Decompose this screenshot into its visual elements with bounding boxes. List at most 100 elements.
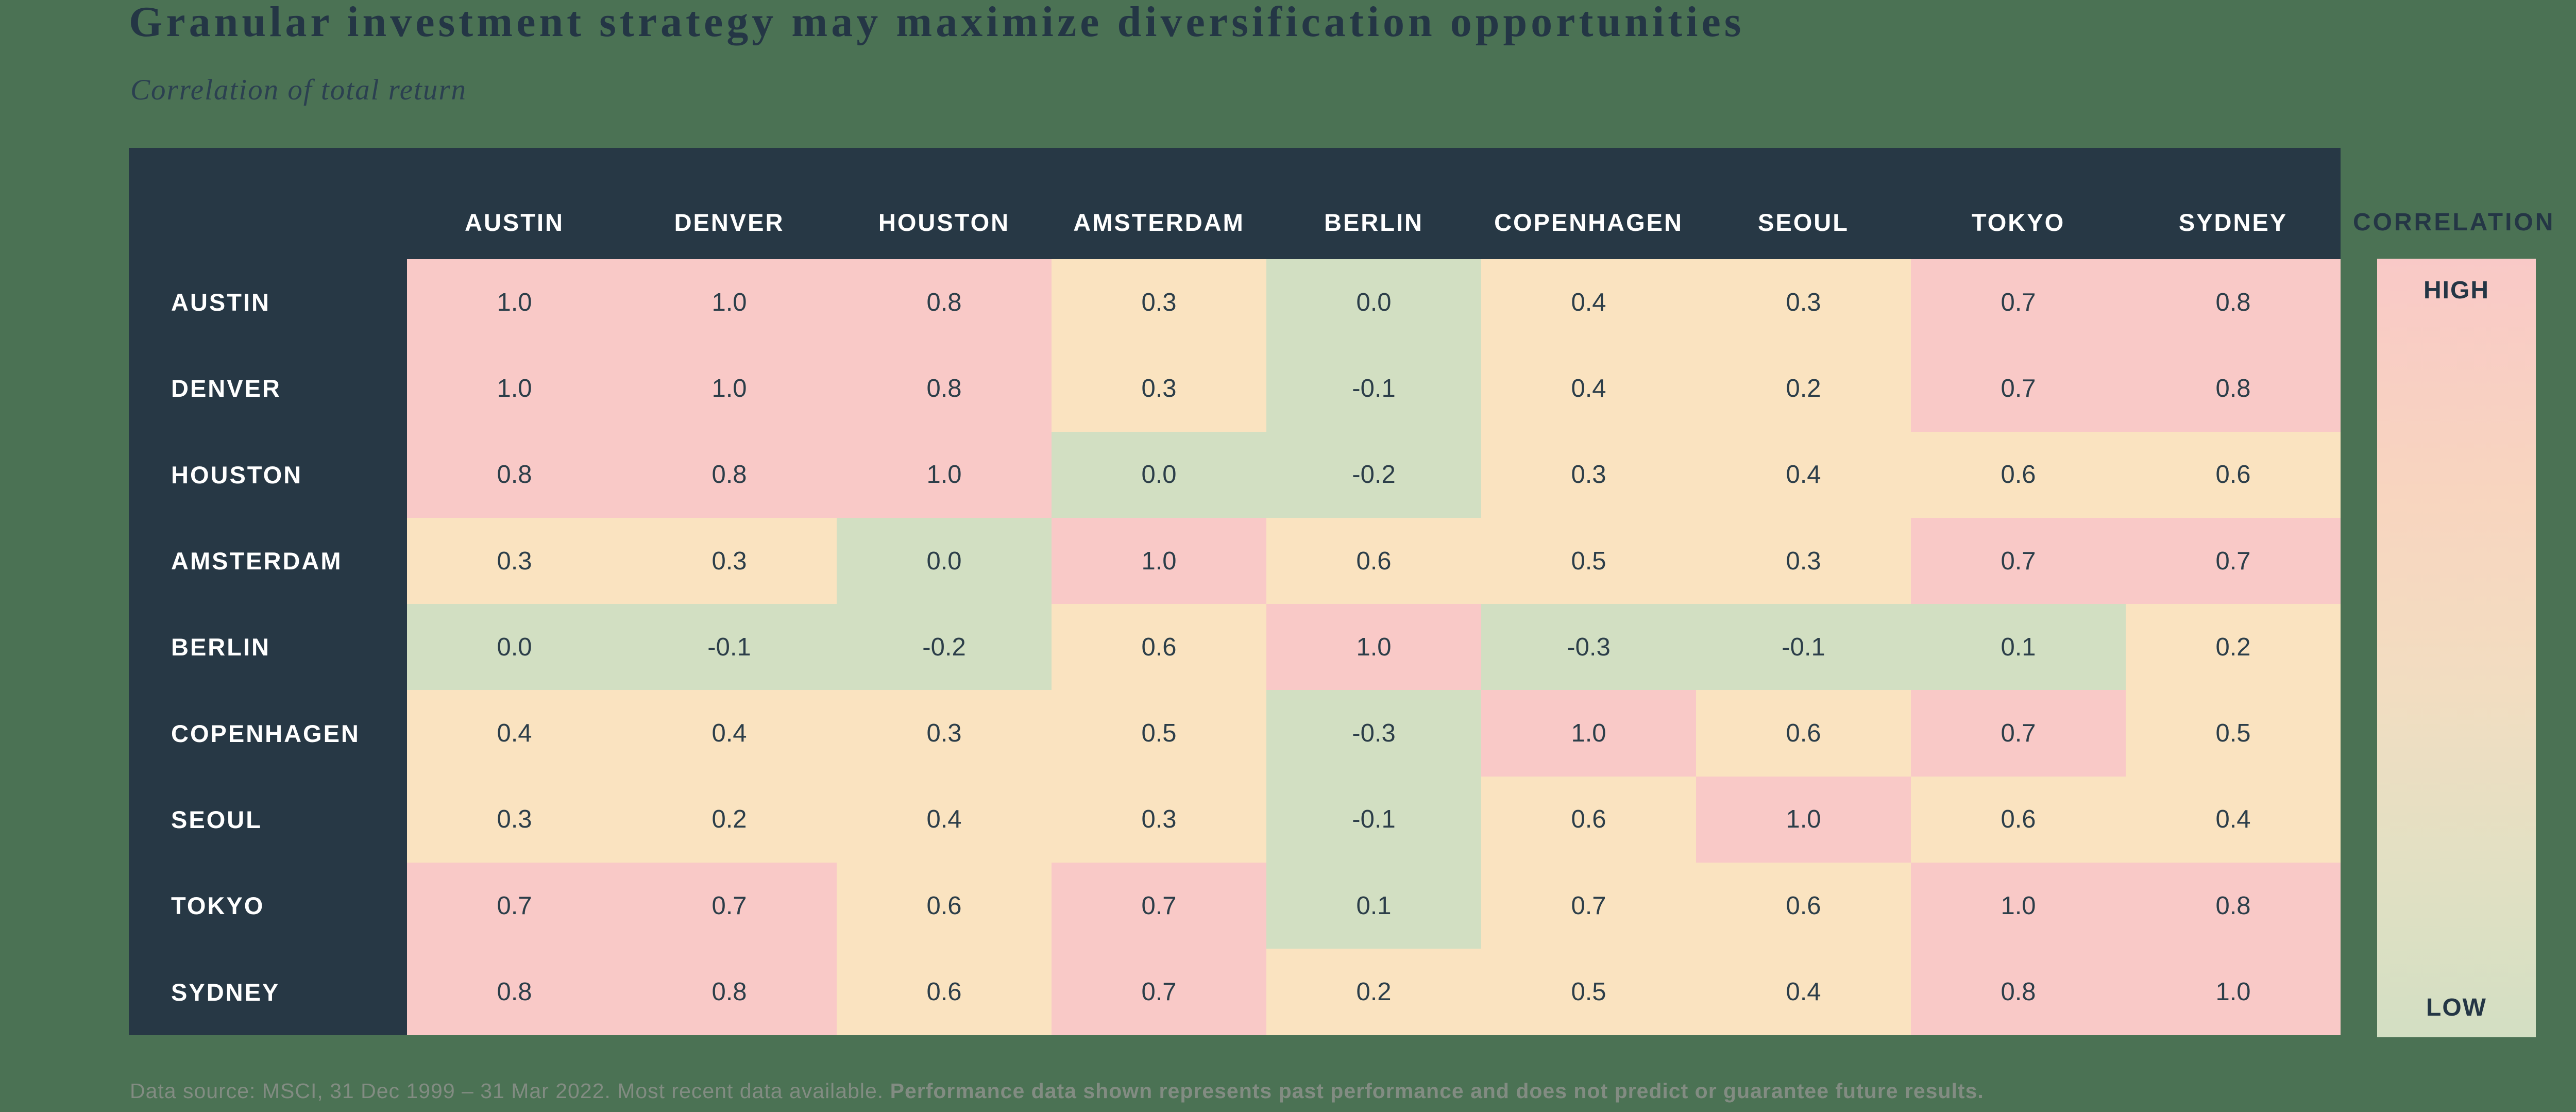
matrix-cell-tokyo-berlin: 0.1 (1266, 863, 1481, 949)
matrix-cell-houston-austin: 0.8 (407, 431, 622, 518)
matrix-cell-copenhagen-denver: 0.4 (622, 690, 837, 777)
matrix-cell-houston-denver: 0.8 (622, 431, 837, 518)
matrix-cell-amsterdam-sydney: 0.7 (2126, 517, 2341, 604)
legend-title: CORRELATION (2353, 209, 2555, 236)
matrix-cell-austin-sydney: 0.8 (2126, 259, 2341, 346)
legend-gradient-bar: HIGH LOW (2377, 259, 2536, 1037)
matrix-cell-berlin-tokyo: 0.1 (1911, 604, 2126, 690)
matrix-cell-copenhagen-amsterdam: 0.5 (1052, 690, 1266, 777)
correlation-matrix: AUSTIN DENVER HOUSTON AMSTERDAM BERLIN COPENH… (129, 148, 2341, 1035)
matrix-cell-sydney-austin: 0.8 (407, 949, 622, 1035)
page-title: Granular investment strategy may maximiz… (129, 0, 1745, 46)
matrix-cell-seoul-austin: 0.3 (407, 776, 622, 863)
matrix-cell-amsterdam-tokyo: 0.7 (1911, 517, 2126, 604)
col-header-berlin: BERLIN (1266, 148, 1481, 259)
matrix-cell-seoul-houston: 0.4 (837, 776, 1052, 863)
matrix-cell-houston-tokyo: 0.6 (1911, 431, 2126, 518)
matrix-cell-tokyo-tokyo: 1.0 (1911, 863, 2126, 949)
matrix-cell-copenhagen-houston: 0.3 (837, 690, 1052, 777)
matrix-cell-amsterdam-copenhagen: 0.5 (1481, 517, 1696, 604)
matrix-cell-houston-sydney: 0.6 (2126, 431, 2341, 518)
matrix-cell-seoul-denver: 0.2 (622, 776, 837, 863)
row-header-denver: DENVER (129, 345, 407, 432)
matrix-cell-copenhagen-copenhagen: 1.0 (1481, 690, 1696, 777)
matrix-cell-austin-seoul: 0.3 (1696, 259, 1911, 346)
row-header-austin: AUSTIN (129, 259, 407, 346)
matrix-cell-tokyo-denver: 0.7 (622, 863, 837, 949)
col-header-seoul: SEOUL (1696, 148, 1911, 259)
matrix-cell-tokyo-copenhagen: 0.7 (1481, 863, 1696, 949)
matrix-cell-denver-sydney: 0.8 (2126, 345, 2341, 432)
matrix-cell-tokyo-seoul: 0.6 (1696, 863, 1911, 949)
matrix-cell-seoul-amsterdam: 0.3 (1052, 776, 1266, 863)
matrix-cell-denver-copenhagen: 0.4 (1481, 345, 1696, 432)
matrix-corner (129, 148, 407, 259)
col-header-denver: DENVER (622, 148, 837, 259)
matrix-cell-austin-copenhagen: 0.4 (1481, 259, 1696, 346)
matrix-cell-berlin-austin: 0.0 (407, 604, 622, 690)
matrix-cell-tokyo-austin: 0.7 (407, 863, 622, 949)
matrix-cell-copenhagen-seoul: 0.6 (1696, 690, 1911, 777)
matrix-cell-denver-tokyo: 0.7 (1911, 345, 2126, 432)
col-header-amsterdam: AMSTERDAM (1052, 148, 1266, 259)
matrix-cell-amsterdam-austin: 0.3 (407, 517, 622, 604)
matrix-cell-houston-seoul: 0.4 (1696, 431, 1911, 518)
matrix-cell-berlin-denver: -0.1 (622, 604, 837, 690)
matrix-cell-berlin-berlin: 1.0 (1266, 604, 1481, 690)
matrix-cell-sydney-copenhagen: 0.5 (1481, 949, 1696, 1035)
matrix-cell-berlin-seoul: -0.1 (1696, 604, 1911, 690)
matrix-cell-austin-houston: 0.8 (837, 259, 1052, 346)
matrix-cell-tokyo-houston: 0.6 (837, 863, 1052, 949)
matrix-cell-sydney-denver: 0.8 (622, 949, 837, 1035)
matrix-cell-houston-houston: 1.0 (837, 431, 1052, 518)
matrix-cell-seoul-seoul: 1.0 (1696, 776, 1911, 863)
matrix-cell-austin-berlin: 0.0 (1266, 259, 1481, 346)
matrix-cell-berlin-amsterdam: 0.6 (1052, 604, 1266, 690)
matrix-cell-austin-denver: 1.0 (622, 259, 837, 346)
matrix-cell-sydney-tokyo: 0.8 (1911, 949, 2126, 1035)
matrix-cell-houston-copenhagen: 0.3 (1481, 431, 1696, 518)
matrix-cell-denver-amsterdam: 0.3 (1052, 345, 1266, 432)
matrix-cell-copenhagen-berlin: -0.3 (1266, 690, 1481, 777)
matrix-cell-seoul-sydney: 0.4 (2126, 776, 2341, 863)
page-subtitle: Correlation of total return (130, 74, 467, 106)
matrix-cell-amsterdam-houston: 0.0 (837, 517, 1052, 604)
matrix-cell-austin-tokyo: 0.7 (1911, 259, 2126, 346)
row-header-berlin: BERLIN (129, 604, 407, 690)
col-header-tokyo: TOKYO (1911, 148, 2126, 259)
matrix-cell-denver-seoul: 0.2 (1696, 345, 1911, 432)
matrix-cell-tokyo-sydney: 0.8 (2126, 863, 2341, 949)
matrix-cell-seoul-berlin: -0.1 (1266, 776, 1481, 863)
matrix-cell-denver-austin: 1.0 (407, 345, 622, 432)
row-header-seoul: SEOUL (129, 776, 407, 863)
matrix-cell-tokyo-amsterdam: 0.7 (1052, 863, 1266, 949)
row-header-sydney: SYDNEY (129, 949, 407, 1035)
matrix-cell-denver-denver: 1.0 (622, 345, 837, 432)
col-header-houston: HOUSTON (837, 148, 1052, 259)
matrix-cell-sydney-seoul: 0.4 (1696, 949, 1911, 1035)
matrix-cell-copenhagen-sydney: 0.5 (2126, 690, 2341, 777)
matrix-cell-seoul-tokyo: 0.6 (1911, 776, 2126, 863)
matrix-cell-copenhagen-austin: 0.4 (407, 690, 622, 777)
matrix-cell-amsterdam-denver: 0.3 (622, 517, 837, 604)
matrix-cell-sydney-sydney: 1.0 (2126, 949, 2341, 1035)
matrix-cell-amsterdam-seoul: 0.3 (1696, 517, 1911, 604)
matrix-cell-berlin-houston: -0.2 (837, 604, 1052, 690)
matrix-cell-amsterdam-amsterdam: 1.0 (1052, 517, 1266, 604)
legend-high-label: HIGH (2424, 277, 2489, 304)
footnote-bold: Performance data shown represents past p… (890, 1079, 1984, 1103)
matrix-cell-seoul-copenhagen: 0.6 (1481, 776, 1696, 863)
matrix-cell-berlin-sydney: 0.2 (2126, 604, 2341, 690)
matrix-cell-austin-austin: 1.0 (407, 259, 622, 346)
matrix-cell-sydney-houston: 0.6 (837, 949, 1052, 1035)
row-header-houston: HOUSTON (129, 431, 407, 518)
matrix-cell-berlin-copenhagen: -0.3 (1481, 604, 1696, 690)
matrix-cell-houston-amsterdam: 0.0 (1052, 431, 1266, 518)
row-header-copenhagen: COPENHAGEN (129, 690, 407, 777)
matrix-cell-houston-berlin: -0.2 (1266, 431, 1481, 518)
footnote: Data source: MSCI, 31 Dec 1999 – 31 Mar … (130, 1079, 1984, 1103)
row-header-amsterdam: AMSTERDAM (129, 517, 407, 604)
footnote-regular: Data source: MSCI, 31 Dec 1999 – 31 Mar … (130, 1079, 890, 1103)
row-header-tokyo: TOKYO (129, 863, 407, 949)
